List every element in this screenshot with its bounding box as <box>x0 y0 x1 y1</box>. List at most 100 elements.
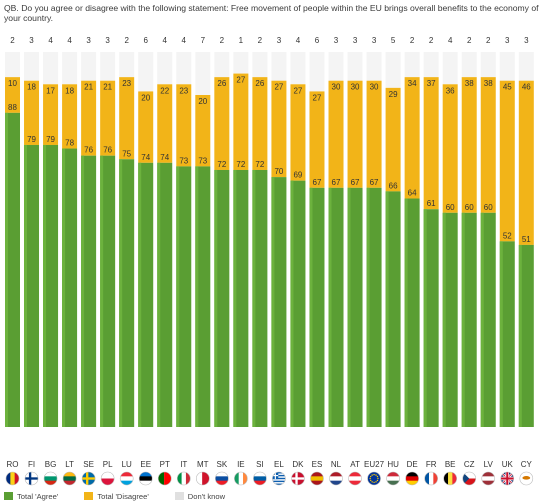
category-label-ro: RO <box>7 460 19 469</box>
bar-agree-highlight-at <box>347 187 351 427</box>
label-agree-cy: 51 <box>522 235 531 244</box>
flag-it-icon <box>176 471 191 486</box>
bar-dontknow-sk <box>214 52 230 78</box>
bar-dontknow-hu <box>385 52 401 88</box>
label-dontknow-lt: 4 <box>67 36 72 45</box>
label-agree-mt: 73 <box>198 156 207 165</box>
flag-fr-icon <box>424 471 438 486</box>
bar-agree-highlight-fr <box>423 209 427 427</box>
flag-be-icon <box>443 471 457 486</box>
category-label-uk: UK <box>502 460 514 469</box>
bar-dontknow-fi <box>24 52 40 81</box>
chart-title: QB. Do you agree or disagree with the fo… <box>4 3 539 23</box>
category-label-mt: MT <box>197 460 209 469</box>
label-agree-fr: 61 <box>427 199 436 208</box>
bar-agree-at <box>347 187 363 427</box>
bar-disagree-eu27 <box>366 80 382 188</box>
label-agree-bg: 79 <box>46 135 55 144</box>
flag-cy-icon <box>519 471 534 486</box>
bar-disagree-cz <box>461 77 477 213</box>
bar-agree-highlight-bg <box>43 144 47 427</box>
label-agree-it: 73 <box>179 156 188 165</box>
flag-se-icon <box>81 471 96 486</box>
category-label-cy: CY <box>521 460 533 469</box>
bar-disagree-se <box>81 80 97 156</box>
bar-agree-highlight-pt <box>157 162 161 427</box>
flag-pl-icon <box>100 471 115 486</box>
bar-agree-highlight-de <box>404 198 408 427</box>
bar-agree-highlight-hu <box>385 191 389 427</box>
label-disagree-nl: 30 <box>332 83 341 92</box>
bar-agree-uk <box>499 241 515 427</box>
category-label-ie: IE <box>237 460 245 469</box>
dont-know-labels: 2 3 4 4 3 3 2 6 4 4 7 2 1 2 3 4 6 3 3 3 5 2 2 4 2 2 3 3 <box>10 36 529 45</box>
category-label-lu: LU <box>122 460 132 469</box>
category-label-cz: CZ <box>464 460 475 469</box>
label-dontknow-fr: 2 <box>429 36 434 45</box>
label-disagree-hu: 29 <box>389 90 398 99</box>
flag-hu-icon <box>386 471 400 486</box>
bar-dontknow-uk <box>499 52 515 81</box>
category-label-be: BE <box>445 460 456 469</box>
bar-disagree-mt <box>195 94 211 167</box>
bar-dontknow-it <box>176 52 192 85</box>
label-disagree-at: 30 <box>351 83 360 92</box>
label-agree-dk: 69 <box>293 171 302 180</box>
category-label-si: SI <box>256 460 264 469</box>
value-labels: 10 88 18 79 17 79 18 78 21 76 21 76 23 75 20 74 22 74 23 73… <box>8 76 531 244</box>
bar-agree-mt <box>195 166 211 427</box>
bar-disagree-fi <box>24 80 40 145</box>
label-agree-es: 67 <box>313 178 322 187</box>
flag-si-icon <box>253 471 267 486</box>
label-disagree-ro: 10 <box>8 79 17 88</box>
label-dontknow-fi: 3 <box>29 36 34 45</box>
bar-disagree-si <box>252 77 268 170</box>
flag-sk-icon <box>215 471 229 486</box>
legend-swatch-agree <box>4 492 13 500</box>
category-label-bg: BG <box>45 460 57 469</box>
category-label-pt: PT <box>160 460 170 469</box>
flag-cz-icon <box>462 471 477 486</box>
bar-disagree-lt <box>62 84 78 149</box>
bar-agree-highlight-it <box>176 166 180 427</box>
label-disagree-ee: 20 <box>141 93 150 102</box>
label-agree-uk: 52 <box>503 231 512 240</box>
label-disagree-se: 21 <box>84 83 93 92</box>
label-disagree-cz: 38 <box>465 79 474 88</box>
bar-agree-de <box>404 198 420 427</box>
label-disagree-cy: 46 <box>522 83 531 92</box>
bar-agree-ro <box>5 112 20 427</box>
label-dontknow-se: 3 <box>86 36 91 45</box>
category-label-de: DE <box>407 460 418 469</box>
label-disagree-de: 34 <box>408 79 417 88</box>
label-agree-el: 70 <box>274 167 283 176</box>
legend-label-disagree: Total 'Disagree' <box>97 491 149 501</box>
bar-dontknow-eu27 <box>366 52 382 81</box>
flag-mt-icon <box>196 471 210 486</box>
bar-agree-highlight-mt <box>195 166 199 427</box>
bar-dontknow-lt <box>62 52 78 85</box>
chart-legend: Total 'Agree' Total 'Disagree' Don't kno… <box>4 490 251 502</box>
legend-swatch-dont-know <box>174 492 184 500</box>
bar-agree-ee <box>138 162 154 427</box>
flag-nl-icon <box>329 471 343 486</box>
bar-dontknow-lu <box>119 52 135 78</box>
label-disagree-pt: 22 <box>160 86 169 95</box>
bar-agree-highlight-lv <box>480 212 484 427</box>
bar-agree-highlight-fi <box>24 144 28 427</box>
legend-item-agree: Total 'Agree' <box>4 492 58 501</box>
bar-agree-highlight-ie <box>233 169 237 427</box>
bar-dontknow-si <box>252 52 268 78</box>
category-labels: RO FI BG LT SE PL LU EE PT IT MT SK IE SI EL DK ES NL AT EU… <box>7 460 533 469</box>
bar-agree-dk <box>290 180 306 427</box>
bar-agree-fr <box>423 209 439 427</box>
bar-disagree-nl <box>328 80 344 188</box>
bar-dontknow-at <box>347 52 363 81</box>
label-dontknow-cz: 2 <box>467 36 472 45</box>
label-agree-pl: 76 <box>103 146 112 155</box>
flag-dk-icon <box>291 471 305 486</box>
bar-disagree-fr <box>423 77 439 210</box>
label-dontknow-ie: 1 <box>239 36 244 45</box>
bar-disagree-es <box>309 91 325 188</box>
bar-agree-es <box>309 187 325 427</box>
